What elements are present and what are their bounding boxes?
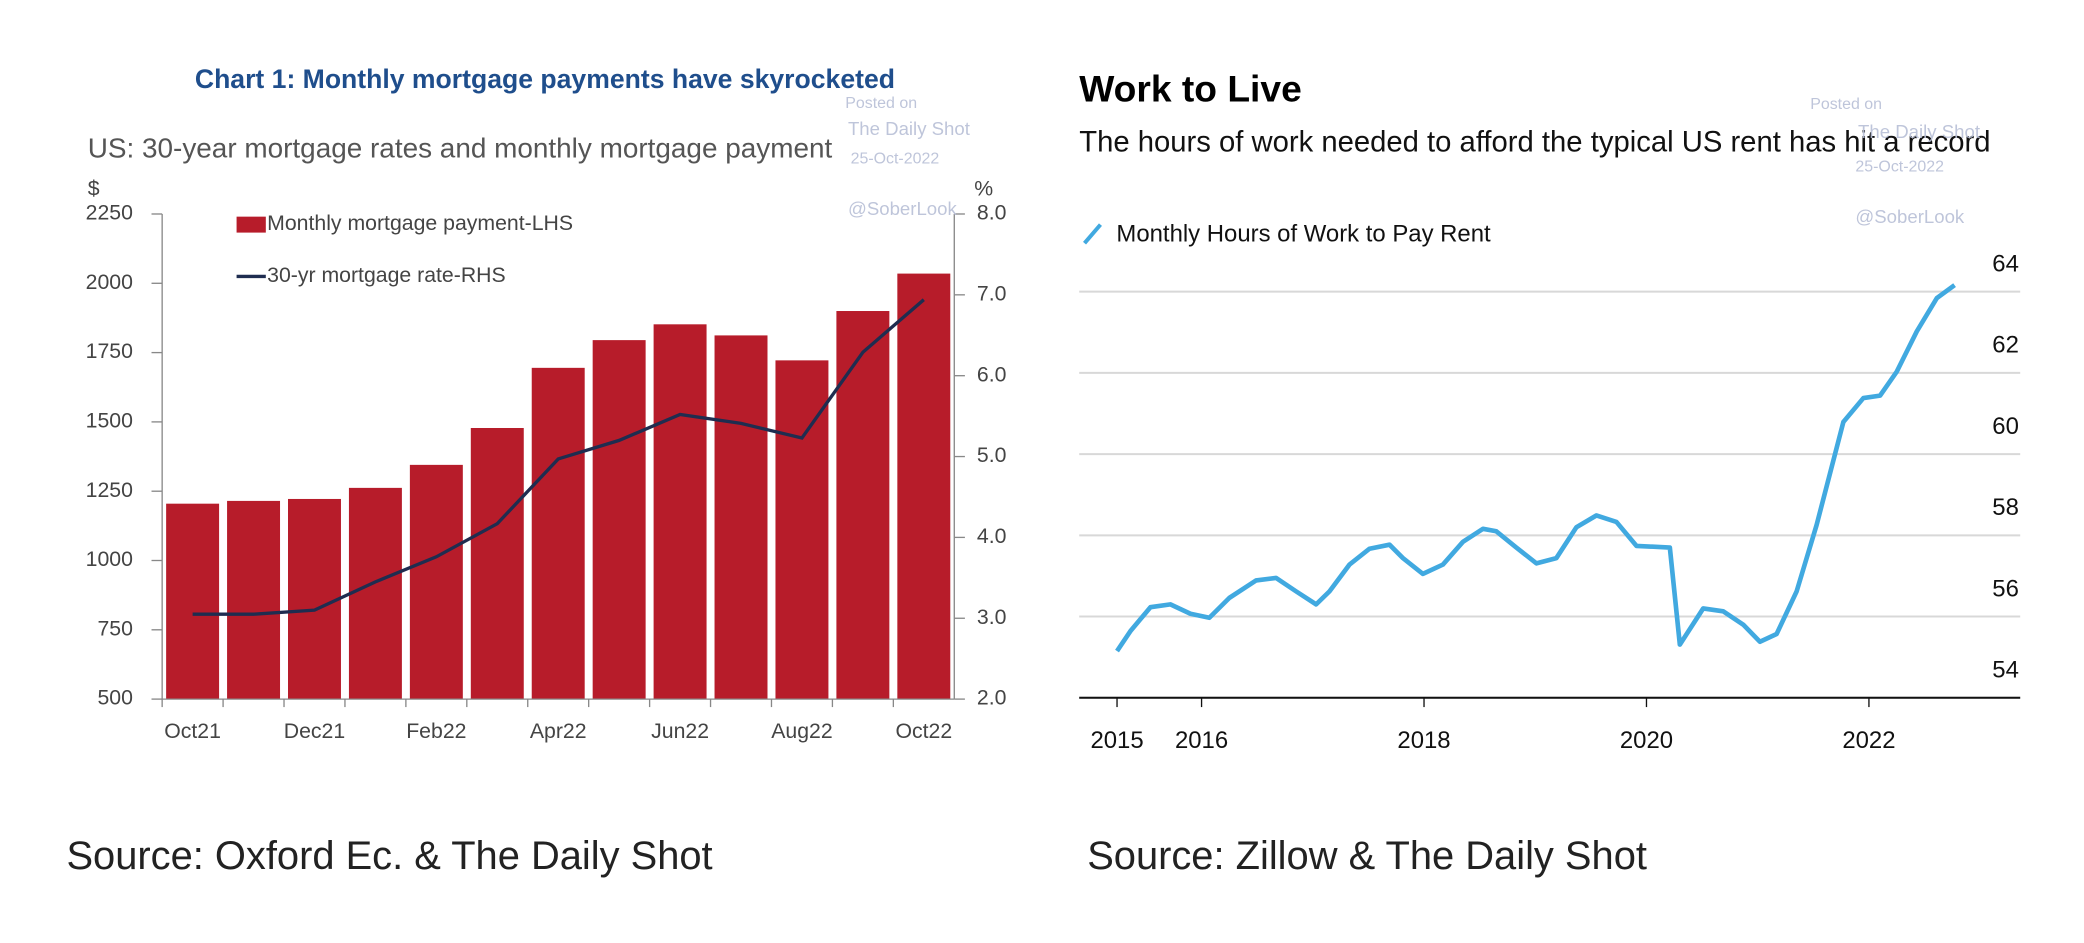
y-tick-label: 62 [1992,332,2019,359]
watermark: Posted on [845,95,917,112]
chart-subtitle: US: 30-year mortgage rates and monthly m… [88,133,833,164]
legend-swatch [236,216,266,233]
y2-tick-label: 6.0 [977,362,1007,386]
bar [531,367,585,700]
chart-title: Work to Live [1079,68,1302,110]
y-tick-label: 54 [1992,657,2019,684]
watermark: The Daily Shot [848,118,971,139]
watermark: @SoberLook [848,198,958,219]
x-tick-label: 2022 [1842,727,1895,754]
y-tick-label: 58 [1992,494,2019,521]
legend-label: Monthly mortgage payment-LHS [267,211,573,235]
bar [653,324,707,700]
chart-title: Chart 1: Monthly mortgage payments have … [195,64,895,94]
line [1115,283,1956,653]
y-tick-label: 64 [1992,250,2019,277]
x-tick-label: Oct22 [895,719,952,743]
x-tick-label: Apr22 [530,719,587,743]
legend-label: Monthly Hours of Work to Pay Rent [1116,221,1491,248]
bar [288,498,341,700]
watermark: Posted on [1810,96,1882,113]
bar [166,503,220,700]
y-tick-label: 1750 [86,339,133,363]
y-tick-label: 60 [1992,413,2019,440]
y-tick-label: 56 [1992,575,2019,602]
legend-swatch [1083,223,1102,245]
x-tick-label: Dec21 [284,719,345,743]
watermark: The Daily Shot [1858,121,1981,142]
y2-tick-label: 5.0 [977,443,1007,467]
x-tick-label: 2015 [1090,727,1143,754]
watermark: 25-Oct-2022 [851,151,940,168]
bar [470,427,524,700]
y2-tick-label: 7.0 [977,281,1007,305]
y-tick-label: 750 [97,616,132,640]
y2-axis-label: % [974,177,993,201]
legend-label: 30-yr mortgage rate-RHS [267,263,506,287]
line [192,298,925,616]
bar [348,487,402,700]
watermark: @SoberLook [1855,206,1965,227]
y2-tick-label: 4.0 [977,524,1007,548]
bar [775,360,829,700]
x-tick-label: 2016 [1175,727,1228,754]
x-tick-label: Oct21 [164,719,221,743]
bar [897,273,951,700]
y-tick-label: 500 [97,686,132,710]
watermark: 25-Oct-2022 [1855,159,1944,176]
bar [409,464,463,700]
y-tick-label: 2250 [86,201,133,225]
y-tick-label: 2000 [86,270,133,294]
y-tick-label: 1000 [86,547,133,571]
bar [836,311,890,700]
bar [227,500,281,700]
bar [714,335,768,700]
y-tick-label: 1250 [86,478,133,502]
bar [592,340,646,700]
y2-tick-label: 2.0 [977,686,1007,710]
source-note: Source: Oxford Ec. & The Daily Shot [66,834,712,878]
x-tick-label: 2018 [1397,727,1450,754]
x-tick-label: Jun22 [651,719,709,743]
chart-subtitle-box: The hours of work needed to afford the t… [1079,124,1991,159]
y-axis-label: $ [88,177,100,201]
y2-tick-label: 3.0 [977,605,1007,629]
source-note: Source: Zillow & The Daily Shot [1087,834,1647,878]
y-tick-label: 1500 [86,409,133,433]
x-tick-label: Aug22 [771,719,832,743]
y2-tick-label: 8.0 [977,201,1007,225]
chart-subtitle: The hours of work needed to afford the t… [1079,124,1991,159]
x-tick-label: 2020 [1620,727,1673,754]
x-tick-label: Feb22 [406,719,466,743]
